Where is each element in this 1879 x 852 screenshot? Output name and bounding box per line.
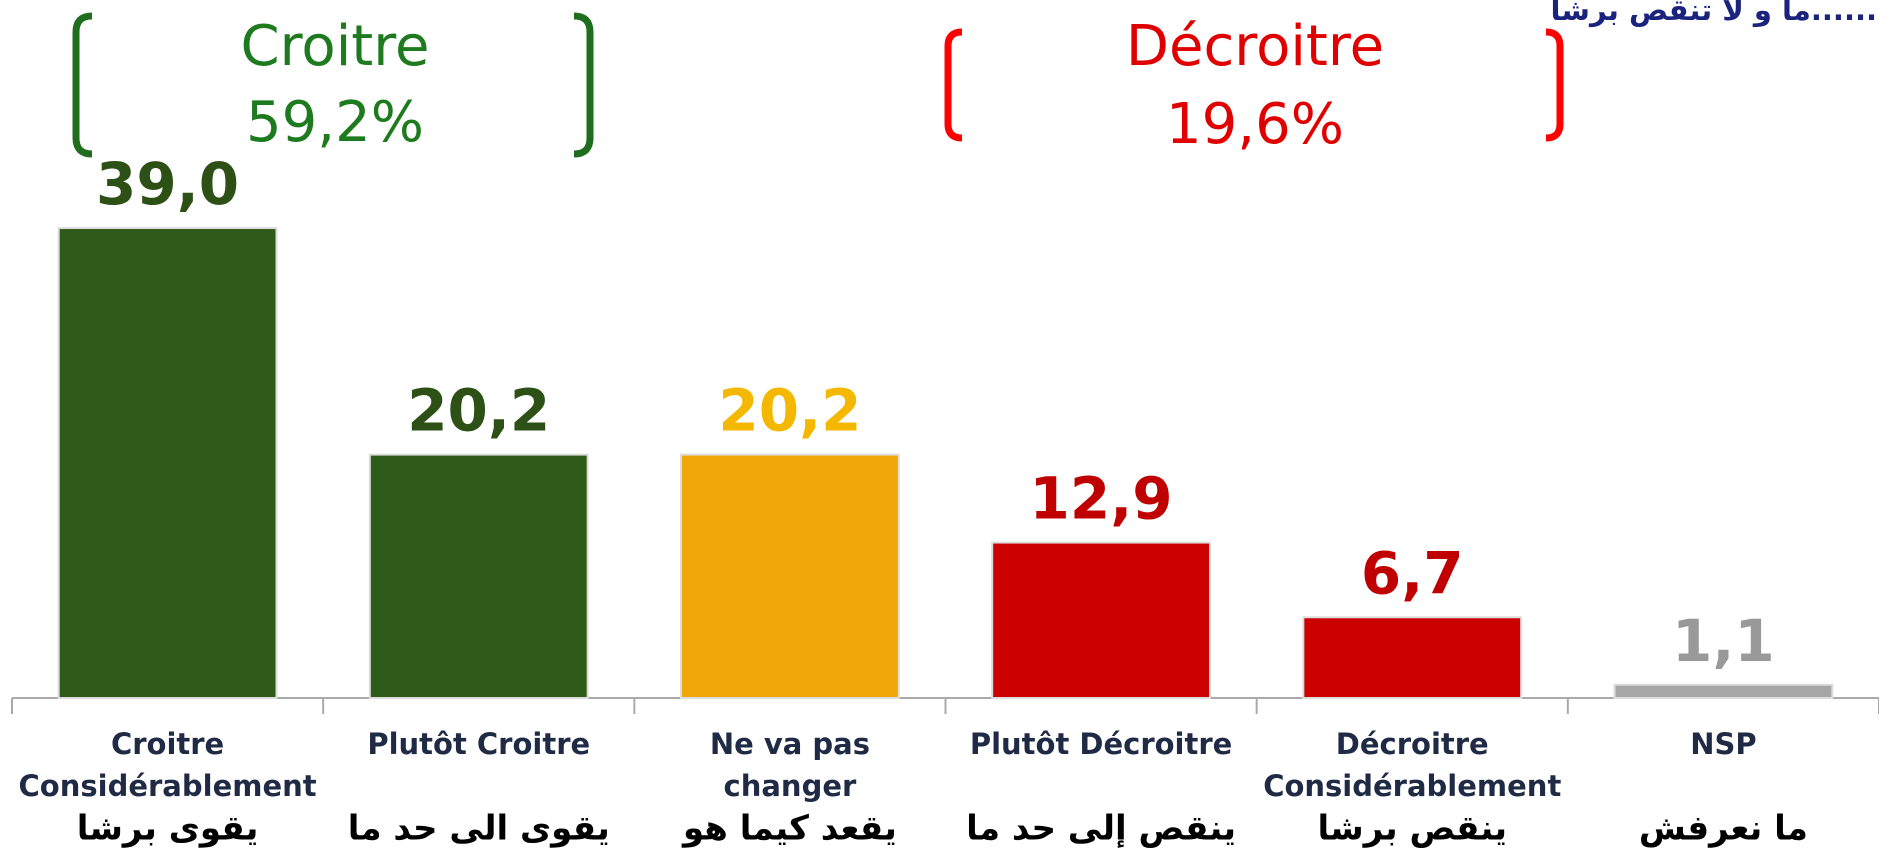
value-label: 39,0 bbox=[96, 150, 239, 218]
annotation: 19,6% bbox=[1166, 92, 1344, 157]
value-label: 6,7 bbox=[1361, 539, 1464, 607]
x-tick-label-ar: يقوى برشا bbox=[77, 809, 259, 849]
bracket bbox=[72, 12, 93, 158]
bracket bbox=[1545, 28, 1564, 142]
x-tick-label-ar: ينقص برشا bbox=[1318, 809, 1507, 849]
x-tick-label-ar: يقوى الى حد ما bbox=[348, 809, 610, 849]
bar bbox=[1613, 683, 1834, 699]
x-tick-label: Décroitre bbox=[1336, 727, 1489, 761]
bar bbox=[680, 453, 900, 699]
annotation: Croitre bbox=[241, 14, 430, 79]
bracket bbox=[944, 28, 963, 142]
x-tick-label: NSP bbox=[1690, 727, 1756, 761]
annotation: Décroitre bbox=[1126, 14, 1384, 79]
bar bbox=[368, 453, 589, 699]
annotation: ما و لا تنقص برشا...... bbox=[1551, 0, 1877, 27]
x-tick-label-ar: يقعد كيما هو bbox=[681, 809, 897, 849]
x-tick-label: changer bbox=[724, 769, 857, 803]
x-tick-label-ar: ينقص إلى حد ما bbox=[966, 809, 1236, 849]
x-tick-label: Croitre bbox=[111, 727, 224, 761]
value-label: 12,9 bbox=[1030, 465, 1173, 533]
bar bbox=[991, 541, 1211, 699]
bar bbox=[57, 227, 278, 700]
value-label: 20,2 bbox=[718, 377, 861, 445]
x-tick-label: Considérablement bbox=[19, 769, 317, 803]
x-tick-label-ar: ما نعرفش bbox=[1639, 809, 1808, 849]
x-tick-label: Plutôt Croitre bbox=[367, 727, 590, 761]
x-tick-label: Plutôt Décroitre bbox=[970, 727, 1233, 761]
bar bbox=[1302, 616, 1523, 700]
x-tick-label: Considérablement bbox=[1263, 769, 1561, 803]
x-tick-label: Ne va pas bbox=[710, 727, 870, 761]
annotation: 59,2% bbox=[246, 90, 424, 155]
value-label: 20,2 bbox=[407, 377, 550, 445]
bracket bbox=[573, 12, 594, 158]
value-label: 1,1 bbox=[1672, 607, 1775, 675]
